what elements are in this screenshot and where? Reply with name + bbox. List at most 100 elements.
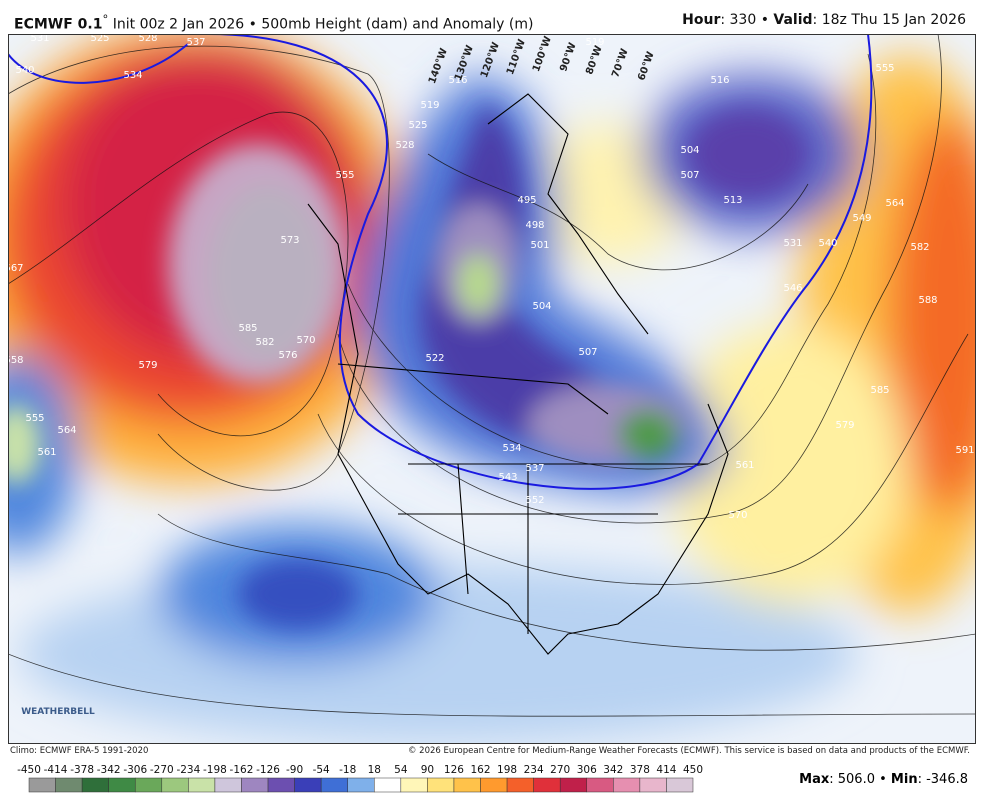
contour-label: 522: [425, 353, 444, 364]
climo: Climo: ECMWF ERA-5 1991-2020: [10, 746, 149, 756]
colorbar-bin: [267, 777, 295, 793]
colorbar-tick-label: 54: [394, 764, 408, 776]
colorbar-tick-label: -378: [70, 764, 94, 776]
colorbar-tick-label: -414: [44, 764, 68, 776]
contour-label: 570: [728, 510, 747, 521]
frame: [8, 34, 976, 744]
colorbar-tick-label: -342: [97, 764, 121, 776]
colorbar-bin: [188, 777, 216, 793]
colorbar-tick-label: -54: [313, 764, 330, 776]
contour-label: 507: [680, 170, 699, 181]
contour-label: 555: [25, 413, 44, 424]
colorbar-bin: [453, 777, 481, 793]
colorbar-bin: [559, 777, 588, 793]
colorbar-tick-label: -270: [150, 764, 174, 776]
colorbar-bin: [161, 777, 189, 793]
colorbar-bin: [506, 777, 534, 793]
contour-label: 591: [955, 445, 974, 456]
contour-label: 534: [123, 70, 142, 81]
colorbar-tick-label: 126: [444, 764, 464, 776]
colorbar-bin: [639, 777, 667, 793]
colorbar-bin: [666, 777, 694, 793]
contour-label: 516: [710, 75, 729, 86]
contour-label: 528: [395, 140, 414, 151]
colorbar-tick-label: 378: [630, 764, 650, 776]
colorbar-bin: [480, 777, 508, 793]
contour-label: 519: [420, 100, 439, 111]
colorbar-tick-label: -90: [286, 764, 303, 776]
540-contour: [207, 34, 873, 490]
max-label: Max: [799, 772, 830, 787]
contour-label: 585: [238, 323, 257, 334]
map: 531 525 528 537 540 534 567 573 585 582 579 576 570 5…: [8, 34, 976, 744]
colorbar-bin: [134, 777, 163, 793]
colorbar-bin: [108, 777, 136, 793]
colorbar-tick-label: 342: [603, 764, 623, 776]
colorbar-tick-label: 306: [577, 764, 597, 776]
contour-label: 561: [735, 460, 754, 471]
contour-label: 582: [910, 242, 929, 253]
copyright: © 2026 European Centre for Medium-Range …: [407, 746, 970, 756]
contour-label: 504: [532, 301, 551, 312]
colorbar-tick-label: -126: [256, 764, 280, 776]
contour-label: 543: [498, 472, 517, 483]
title: ECMWF 0.1° Init 00z 2 Jan 2026 • 500mb H…: [14, 12, 533, 33]
colorbar-tick-label: 162: [470, 764, 490, 776]
model: ECMWF 0.1: [14, 16, 103, 33]
colorbar: -450 -414 -378 -342 -306 -270 -234 -198 -162 -126…: [17, 764, 703, 793]
colorbar-bin: [586, 777, 614, 793]
colorbar-tick-label: -450: [17, 764, 41, 776]
contour-label: 579: [138, 360, 157, 371]
colorbar-bin: [214, 777, 242, 793]
colorbar-tick-label: -162: [230, 764, 254, 776]
colorbar-tick-label: 414: [656, 764, 676, 776]
colorbar-tick-label: -18: [339, 764, 356, 776]
title-text: Init 00z 2 Jan 2026 • 500mb Height (dam)…: [112, 16, 534, 33]
contour-label: 534: [502, 443, 521, 454]
anomaly-field: [8, 34, 976, 744]
contour-label: 546: [783, 283, 802, 294]
contour-label: 582: [255, 337, 274, 348]
colorbar-bin: [28, 777, 56, 793]
contour-label: 576: [278, 350, 297, 361]
colorbar-bin: [81, 777, 109, 793]
hour-label: Hour: [682, 12, 721, 28]
contour-label: 564: [57, 425, 76, 436]
colorbar-bin: [400, 777, 428, 793]
contour-label: 531: [30, 34, 49, 44]
contour-label: 555: [875, 63, 894, 74]
valid-label: Valid: [773, 12, 813, 28]
colorbar-tick-label: 90: [421, 764, 434, 776]
colorbar-tick-label: -234: [176, 764, 200, 776]
contour-label: 504: [680, 145, 699, 156]
contour-label: 555: [335, 170, 354, 181]
degree: °: [102, 12, 109, 26]
colorbar-bin: [613, 777, 641, 793]
contour-label: 588: [918, 295, 937, 306]
watermark: WEATHERBELL: [21, 707, 95, 717]
colorbar-tick-label: 450: [683, 764, 703, 776]
colorbar-tick-label: 270: [550, 764, 570, 776]
contour-label: 570: [296, 335, 315, 346]
max: : 506.0 •: [829, 772, 891, 787]
colorbar-tick-label: 234: [524, 764, 544, 776]
contour-label: 498: [525, 220, 544, 231]
contour-label: 525: [90, 34, 109, 44]
valid-time: Hour: 330 • Valid: 18z Thu 15 Jan 2026: [682, 12, 966, 28]
contour-label: 567: [8, 263, 24, 274]
borders: [307, 93, 729, 655]
contour-label: 540: [818, 238, 837, 249]
contour-label: 558: [8, 355, 24, 366]
contour-label: 540: [15, 65, 34, 76]
contour-label: 513: [723, 195, 742, 206]
colorbar-bin: [241, 777, 269, 793]
colorbar-bin: [55, 777, 83, 793]
contour-label: 564: [885, 198, 904, 209]
contour-label: 537: [525, 463, 544, 474]
contour-label: 537: [186, 37, 205, 48]
contour-label: 549: [852, 213, 871, 224]
540-contour: [8, 43, 189, 84]
contours: [8, 34, 976, 717]
min-label: Min: [890, 772, 918, 787]
